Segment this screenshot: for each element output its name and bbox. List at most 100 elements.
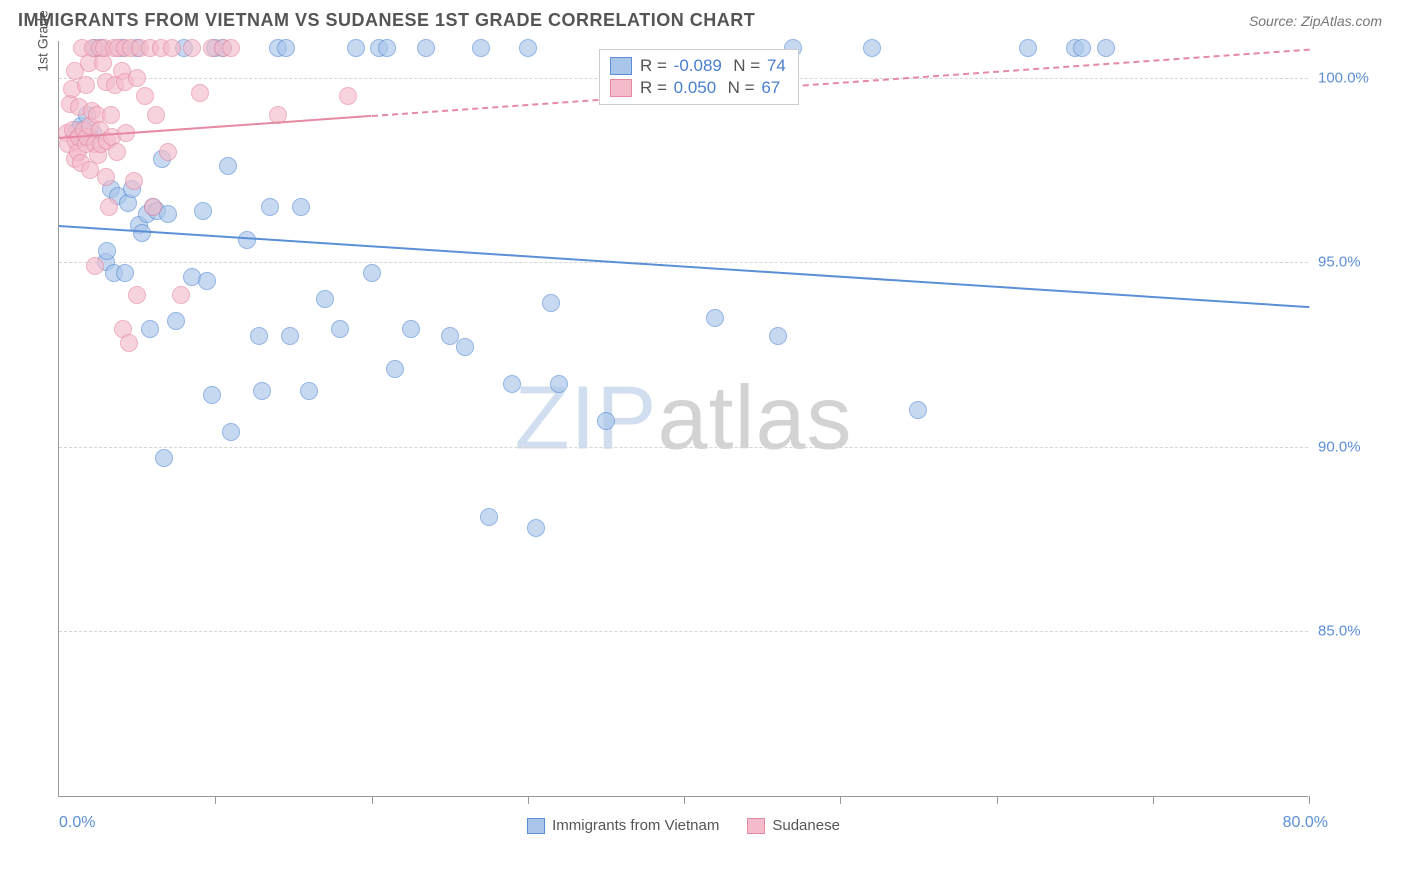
legend-label: Sudanese (772, 817, 840, 834)
legend-label: Immigrants from Vietnam (552, 817, 719, 834)
scatter-point-vietnam (167, 312, 185, 330)
legend-item-vietnam: Immigrants from Vietnam (527, 817, 719, 834)
scatter-point-vietnam (238, 231, 256, 249)
scatter-point-sudanese (159, 143, 177, 161)
x-tick (372, 796, 373, 804)
scatter-point-vietnam (386, 360, 404, 378)
trend-line (371, 48, 1309, 116)
source-attribution: Source: ZipAtlas.com (1249, 13, 1382, 29)
x-tick (1153, 796, 1154, 804)
scatter-point-vietnam (769, 327, 787, 345)
scatter-point-sudanese (222, 39, 240, 57)
scatter-point-vietnam (253, 382, 271, 400)
bottom-legend: Immigrants from Vietnam Sudanese (59, 817, 1308, 834)
scatter-point-sudanese (339, 87, 357, 105)
scatter-point-vietnam (597, 412, 615, 430)
scatter-point-sudanese (97, 168, 115, 186)
scatter-point-vietnam (863, 39, 881, 57)
scatter-point-vietnam (363, 264, 381, 282)
stats-legend-box: R = -0.089 N = 74R = 0.050 N = 67 (599, 49, 799, 105)
source-prefix: Source: (1249, 13, 1301, 29)
scatter-point-vietnam (347, 39, 365, 57)
stats-swatch (610, 79, 632, 97)
trend-line (59, 225, 1309, 308)
scatter-point-vietnam (116, 264, 134, 282)
scatter-point-vietnam (198, 272, 216, 290)
scatter-point-sudanese (191, 84, 209, 102)
scatter-point-sudanese (100, 198, 118, 216)
plot-area: ZIPatlas 85.0%90.0%95.0%100.0%0.0%80.0%I… (58, 41, 1308, 797)
scatter-point-vietnam (219, 157, 237, 175)
scatter-point-sudanese (147, 106, 165, 124)
scatter-point-vietnam (316, 290, 334, 308)
scatter-point-vietnam (281, 327, 299, 345)
scatter-point-sudanese (144, 198, 162, 216)
scatter-point-vietnam (203, 386, 221, 404)
stats-text: R = 0.050 N = 67 (640, 78, 782, 98)
scatter-point-vietnam (542, 294, 560, 312)
watermark-part1: ZIP (514, 368, 657, 468)
legend-swatch (527, 818, 545, 834)
scatter-point-sudanese (77, 76, 95, 94)
legend-item-sudanese: Sudanese (747, 817, 840, 834)
scatter-point-vietnam (472, 39, 490, 57)
scatter-point-vietnam (159, 205, 177, 223)
y-tick-label: 95.0% (1318, 254, 1378, 271)
scatter-point-vietnam (194, 202, 212, 220)
scatter-point-vietnam (155, 449, 173, 467)
x-tick (1309, 796, 1310, 804)
y-tick-label: 85.0% (1318, 623, 1378, 640)
scatter-point-vietnam (222, 423, 240, 441)
scatter-point-vietnam (292, 198, 310, 216)
scatter-point-vietnam (527, 519, 545, 537)
scatter-point-vietnam (706, 309, 724, 327)
y-axis-label: 1st Grade (35, 10, 51, 71)
scatter-point-sudanese (172, 286, 190, 304)
x-tick (997, 796, 998, 804)
scatter-point-vietnam (277, 39, 295, 57)
scatter-point-vietnam (98, 242, 116, 260)
scatter-point-sudanese (120, 334, 138, 352)
chart-title: IMMIGRANTS FROM VIETNAM VS SUDANESE 1ST … (18, 10, 755, 31)
scatter-point-vietnam (1073, 39, 1091, 57)
source-name: ZipAtlas.com (1301, 13, 1382, 29)
stats-text: R = -0.089 N = 74 (640, 56, 788, 76)
gridline-h (59, 631, 1308, 632)
stats-swatch (610, 57, 632, 75)
scatter-point-vietnam (1019, 39, 1037, 57)
x-tick (215, 796, 216, 804)
scatter-point-vietnam (402, 320, 420, 338)
scatter-point-vietnam (550, 375, 568, 393)
scatter-point-vietnam (378, 39, 396, 57)
gridline-h (59, 447, 1308, 448)
stats-row-vietnam: R = -0.089 N = 74 (610, 56, 788, 76)
legend-swatch (747, 818, 765, 834)
scatter-point-vietnam (331, 320, 349, 338)
y-tick-label: 100.0% (1318, 69, 1378, 86)
x-tick (684, 796, 685, 804)
scatter-point-vietnam (141, 320, 159, 338)
scatter-point-sudanese (125, 172, 143, 190)
scatter-point-vietnam (1097, 39, 1115, 57)
gridline-h (59, 262, 1308, 263)
chart-header: IMMIGRANTS FROM VIETNAM VS SUDANESE 1ST … (0, 0, 1406, 37)
scatter-point-sudanese (136, 87, 154, 105)
scatter-point-vietnam (417, 39, 435, 57)
scatter-point-sudanese (183, 39, 201, 57)
scatter-point-vietnam (519, 39, 537, 57)
scatter-point-vietnam (909, 401, 927, 419)
scatter-point-vietnam (250, 327, 268, 345)
scatter-point-sudanese (128, 69, 146, 87)
scatter-point-sudanese (102, 106, 120, 124)
x-tick (528, 796, 529, 804)
y-tick-label: 90.0% (1318, 438, 1378, 455)
scatter-point-vietnam (503, 375, 521, 393)
scatter-point-vietnam (300, 382, 318, 400)
scatter-point-vietnam (456, 338, 474, 356)
x-tick (840, 796, 841, 804)
stats-row-sudanese: R = 0.050 N = 67 (610, 78, 788, 98)
scatter-point-sudanese (163, 39, 181, 57)
scatter-point-vietnam (441, 327, 459, 345)
scatter-point-vietnam (261, 198, 279, 216)
scatter-point-sudanese (86, 257, 104, 275)
